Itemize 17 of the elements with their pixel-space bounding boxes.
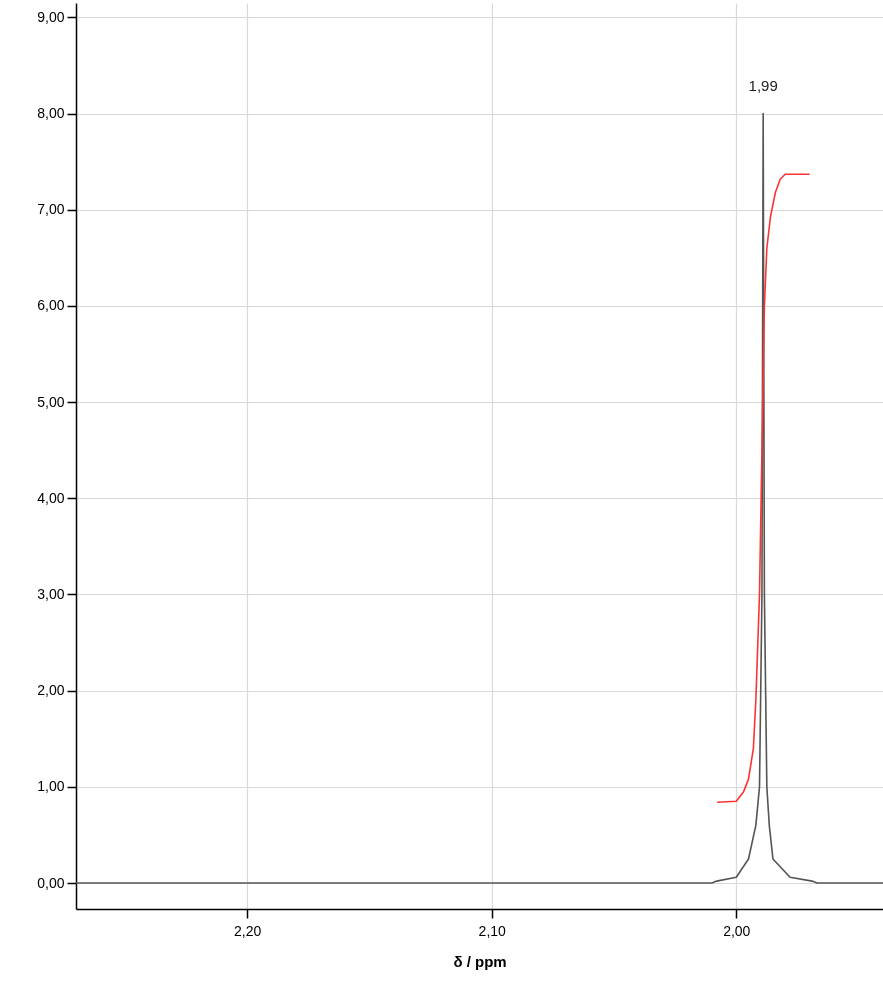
line-series: [716, 173, 811, 804]
y-tick-label: 4,00: [37, 489, 65, 506]
x-tick-label: 2,10: [478, 922, 507, 939]
y-tick-label: 3,00: [37, 586, 65, 602]
y-tick-label: 8,00: [37, 105, 65, 122]
x-tick-label: 2,20: [234, 922, 262, 939]
line-series: [76, 112, 883, 884]
y-tick-label: 2,00: [37, 682, 65, 699]
x-tick-label: 2,00: [723, 922, 751, 939]
y-tick-label: 0,00: [37, 874, 65, 891]
y-tick-label: 6,00: [37, 297, 65, 314]
annotation: 1,99: [748, 76, 778, 94]
y-tick-label: 1,00: [37, 778, 65, 795]
y-tick-label: 5,00: [37, 393, 65, 410]
x-axis-title: δ / ppm: [453, 952, 507, 970]
y-tick-label: 7,00: [37, 201, 65, 218]
y-tick-label: 9,00: [37, 8, 65, 25]
